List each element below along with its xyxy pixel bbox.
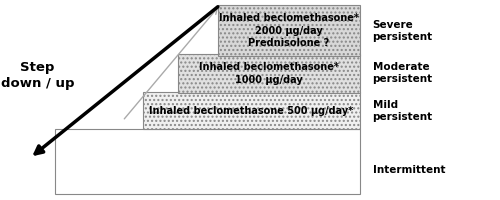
Bar <box>178 54 360 93</box>
Text: Inhaled beclomethasone*
2000 μg/day
Prednisolone ?: Inhaled beclomethasone* 2000 μg/day Pred… <box>219 13 358 48</box>
Text: Mild
persistent: Mild persistent <box>372 100 432 122</box>
Text: Intermittent: Intermittent <box>372 165 445 175</box>
Text: Severe
persistent: Severe persistent <box>372 20 432 42</box>
Text: Inhaled beclomethasone 500 μg/day*: Inhaled beclomethasone 500 μg/day* <box>149 106 354 116</box>
Bar <box>55 129 360 194</box>
Text: Step
down / up: Step down / up <box>1 62 74 90</box>
Text: Inhaled beclomethasone*
1000 μg/day: Inhaled beclomethasone* 1000 μg/day <box>199 62 338 85</box>
Bar <box>218 5 360 56</box>
Bar <box>142 92 360 129</box>
Text: Moderate
persistent: Moderate persistent <box>372 62 432 84</box>
